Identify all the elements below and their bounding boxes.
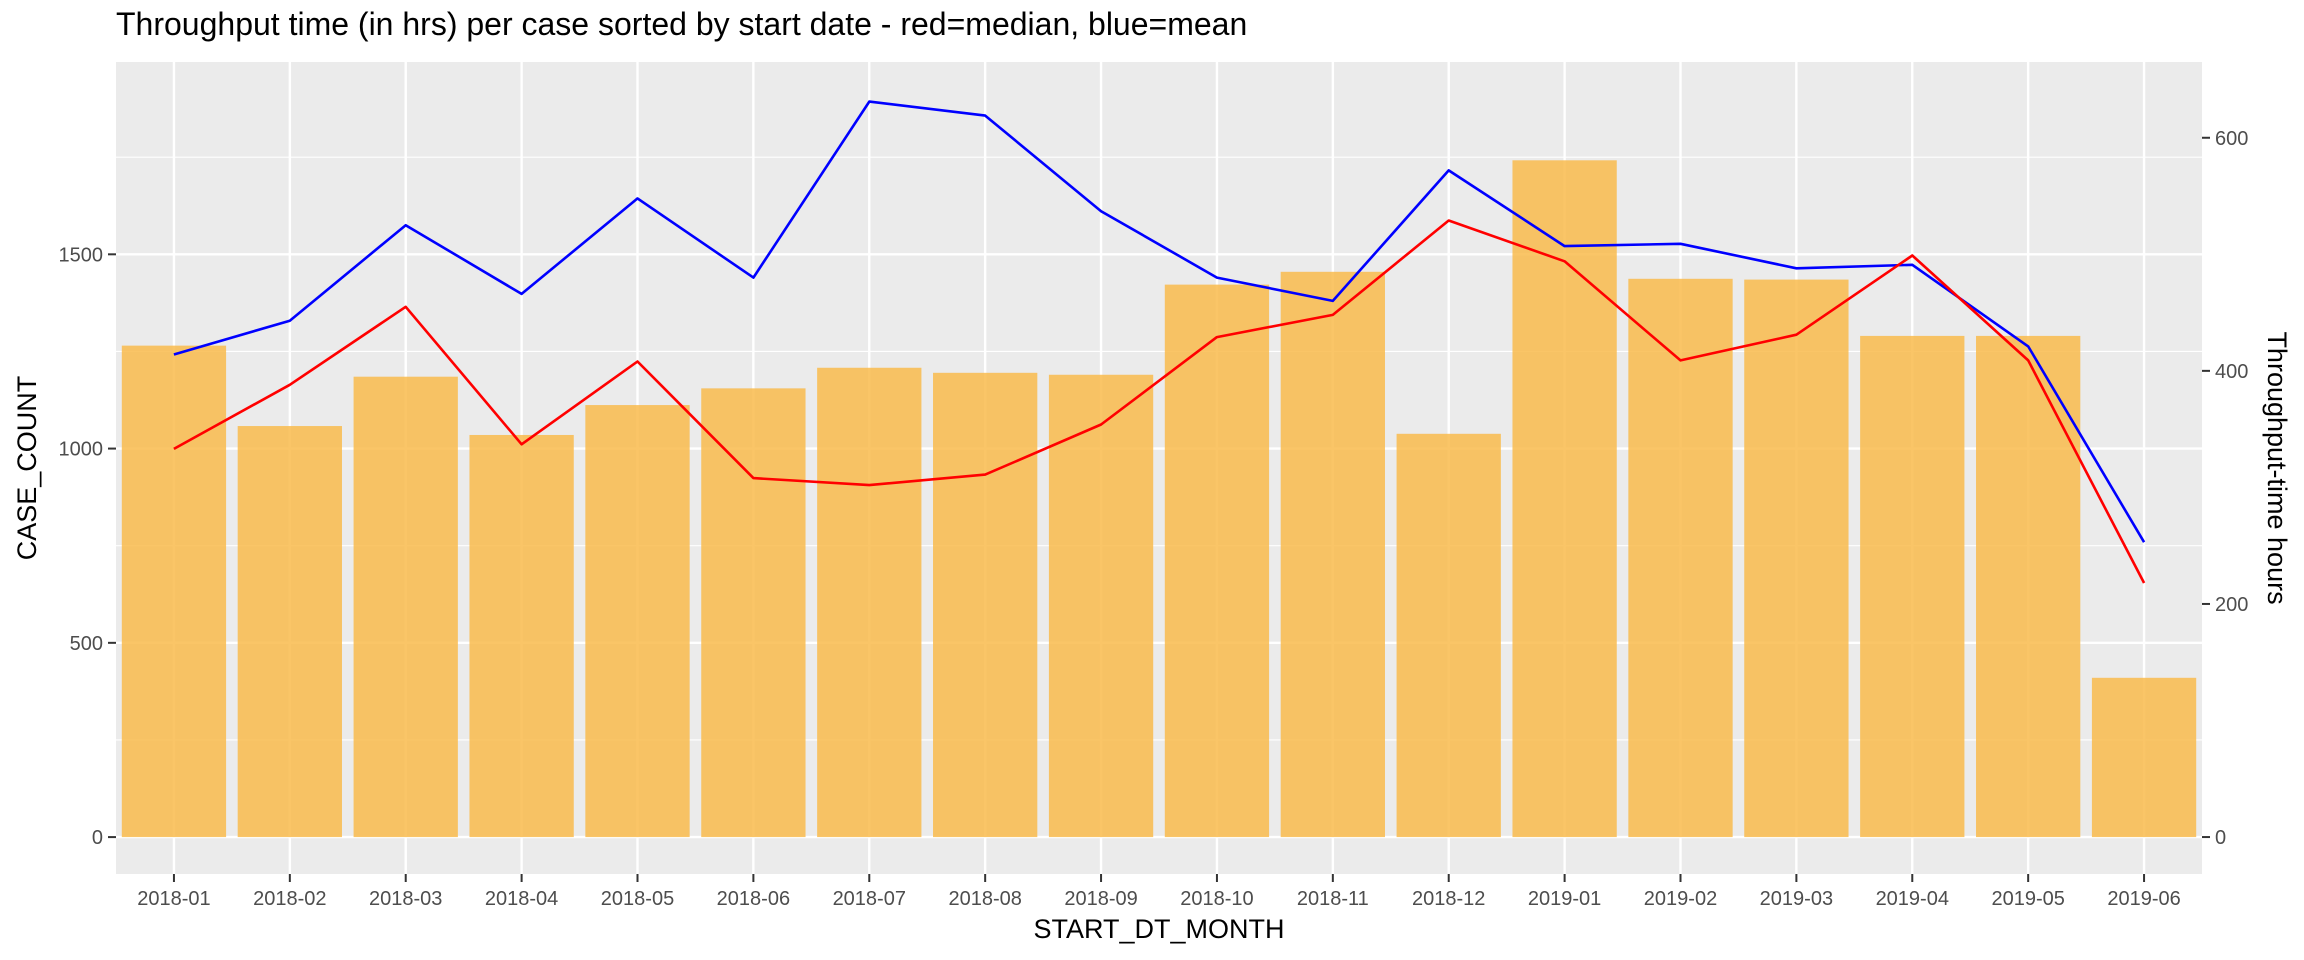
x-tick-label: 2018-05 (601, 888, 674, 910)
bar (1048, 374, 1154, 838)
x-tick-label: 2018-01 (137, 888, 210, 910)
x-tick-label: 2019-01 (1528, 888, 1601, 910)
y2-tick-label: 0 (2215, 827, 2226, 849)
bar (1396, 433, 1501, 838)
x-tick-label: 2018-06 (717, 888, 790, 910)
mean-line (173, 100, 2146, 543)
bar (121, 345, 227, 838)
x-tick-label: 2018-12 (1412, 888, 1485, 910)
x-tick-label: 2018-09 (1064, 888, 1137, 910)
bar (353, 376, 458, 838)
x-tick-label: 2019-04 (1876, 888, 1949, 910)
y-tick-label: 500 (70, 633, 103, 655)
x-tick-label: 2018-03 (369, 888, 442, 910)
y2-tick-label: 200 (2215, 594, 2248, 616)
bar (1976, 335, 2081, 838)
y2-tick-label: 600 (2215, 128, 2248, 150)
x-tick-label: 2019-03 (1760, 888, 1833, 910)
x-tick-label: 2019-02 (1644, 888, 1717, 910)
bar (1744, 279, 1849, 838)
y-axis-title: CASE_COUNT (12, 376, 42, 561)
x-tick-label: 2018-11 (1297, 888, 1369, 910)
y2-axis-title: Throughput-time hours (2262, 331, 2292, 604)
bar (2091, 677, 2197, 838)
y-tick-label: 1000 (59, 439, 104, 461)
grid-minor (116, 156, 2202, 741)
x-axis: 2018-01 2018-02 2018-03 2018-04 2018-05 2018-… (137, 874, 2181, 910)
bar (1512, 160, 1617, 838)
bar (237, 426, 342, 838)
y-tick-label: 0 (92, 827, 103, 849)
bar (1164, 284, 1270, 838)
x-tick-label: 2018-02 (253, 888, 326, 910)
right-axis: 0 200 400 600 (2202, 128, 2248, 849)
x-tick-label: 2018-10 (1180, 888, 1253, 910)
bar (1280, 271, 1385, 838)
bar (933, 372, 1038, 838)
bar (469, 434, 574, 838)
left-axis: 0 500 1000 1500 (59, 244, 116, 849)
x-tick-label: 2018-04 (485, 888, 558, 910)
bar (701, 388, 806, 838)
y2-tick-label: 400 (2215, 361, 2248, 383)
plot-panel (116, 62, 2202, 874)
bar (1628, 278, 1733, 838)
x-tick-label: 2018-08 (948, 888, 1021, 910)
x-tick-label: 2018-07 (833, 888, 906, 910)
median-line (173, 219, 2146, 584)
bar (1860, 335, 1965, 838)
y-tick-label: 1500 (59, 244, 104, 266)
chart-title: Throughput time (in hrs) per case sorted… (116, 6, 1248, 42)
bar (585, 405, 690, 838)
x-tick-label: 2019-06 (2107, 888, 2180, 910)
x-axis-title: START_DT_MONTH (1033, 914, 1284, 944)
x-tick-label: 2019-05 (1991, 888, 2064, 910)
bars (121, 160, 2197, 838)
lines (173, 100, 2146, 584)
bar (817, 367, 922, 838)
